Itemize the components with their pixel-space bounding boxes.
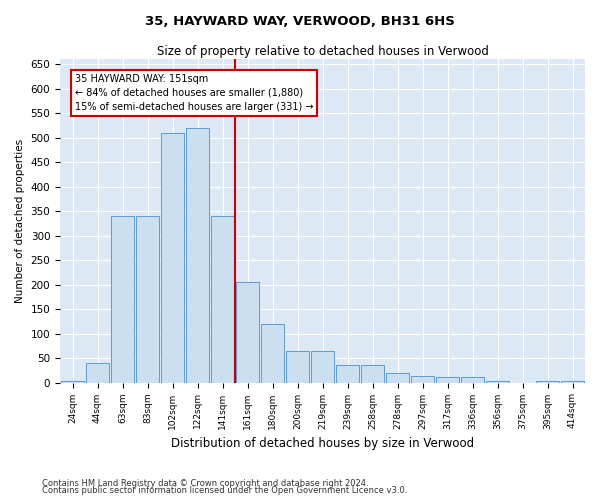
Bar [411, 376, 434, 382]
Text: Contains public sector information licensed under the Open Government Licence v3: Contains public sector information licen… [42, 486, 407, 495]
Bar [536, 381, 559, 382]
Bar [311, 350, 334, 382]
Bar [361, 366, 384, 382]
Bar [336, 366, 359, 382]
Bar [436, 376, 459, 382]
Bar [211, 216, 234, 382]
Bar [136, 216, 159, 382]
Bar [186, 128, 209, 382]
Y-axis label: Number of detached properties: Number of detached properties [15, 139, 25, 303]
Bar [86, 363, 109, 382]
Bar [561, 381, 584, 382]
Bar [461, 376, 484, 382]
Text: Contains HM Land Registry data © Crown copyright and database right 2024.: Contains HM Land Registry data © Crown c… [42, 478, 368, 488]
Bar [61, 381, 84, 382]
Bar [236, 282, 259, 382]
Bar [111, 216, 134, 382]
Bar [286, 350, 309, 382]
X-axis label: Distribution of detached houses by size in Verwood: Distribution of detached houses by size … [171, 437, 474, 450]
Text: 35, HAYWARD WAY, VERWOOD, BH31 6HS: 35, HAYWARD WAY, VERWOOD, BH31 6HS [145, 15, 455, 28]
Bar [261, 324, 284, 382]
Title: Size of property relative to detached houses in Verwood: Size of property relative to detached ho… [157, 45, 488, 58]
Text: 35 HAYWARD WAY: 151sqm
← 84% of detached houses are smaller (1,880)
15% of semi-: 35 HAYWARD WAY: 151sqm ← 84% of detached… [74, 74, 313, 112]
Bar [486, 381, 509, 382]
Bar [386, 373, 409, 382]
Bar [161, 132, 184, 382]
